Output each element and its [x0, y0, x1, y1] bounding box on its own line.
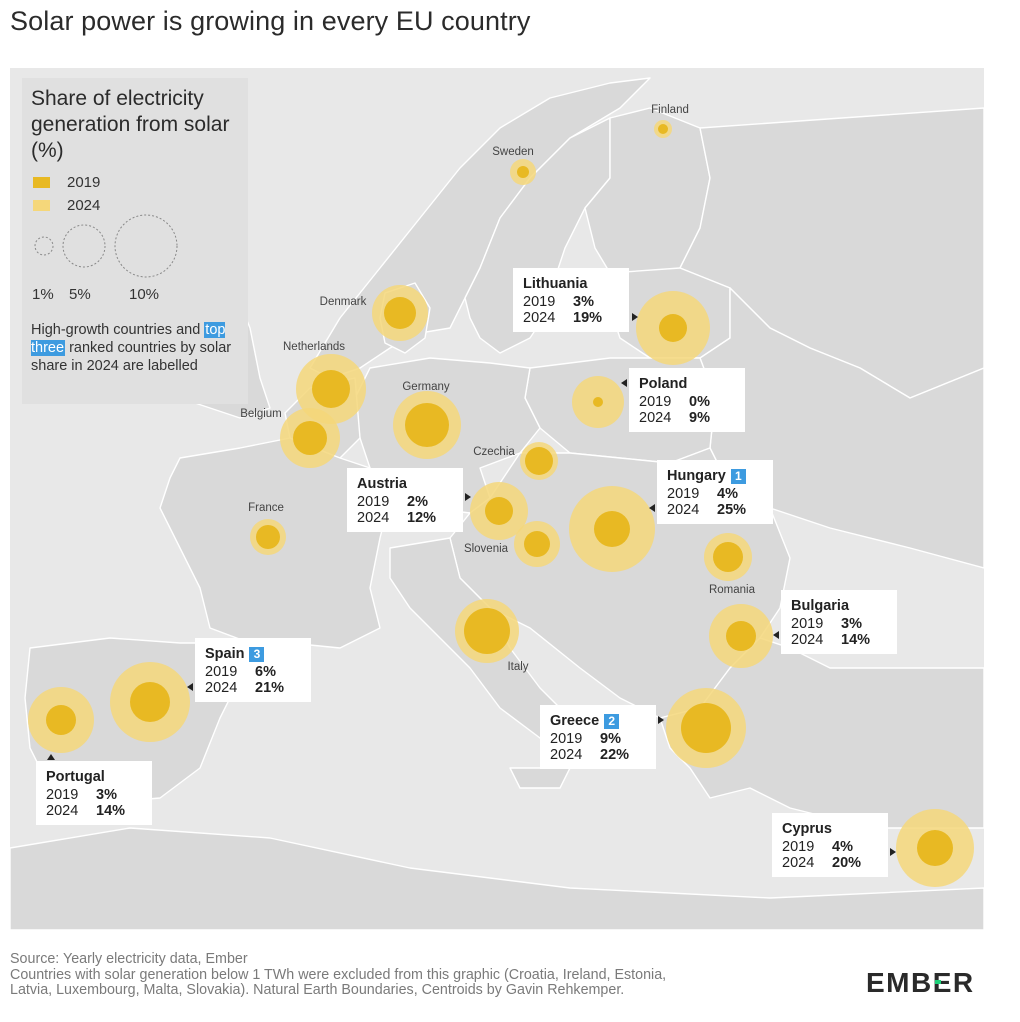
callout-name-text: Greece	[550, 713, 600, 729]
value-2024: 14%	[96, 803, 126, 819]
year-label: 2024	[782, 855, 815, 871]
legend-label-2024: 2024	[67, 197, 101, 214]
year-label: 2019	[782, 839, 815, 855]
year-label: 2019	[550, 731, 583, 747]
callout-lithuania: Lithuania 2019 3% 2024 19%	[513, 268, 629, 332]
legend-note-text: High-growth countries and	[31, 322, 205, 338]
value-2019: 9%	[600, 731, 621, 747]
callout-spain: Spain 3 2019 6% 2024 21%	[195, 638, 311, 702]
label-germany: Germany	[402, 381, 450, 393]
value-2024: 12%	[407, 510, 437, 526]
ember-logo: EMBER	[866, 967, 975, 998]
value-2024: 25%	[717, 502, 747, 518]
footer-note-line1: Countries with solar generation below 1 …	[10, 966, 667, 983]
legend-item-2019: 2019	[33, 174, 100, 191]
callout-hungary: Hungary 1 2019 4% 2024 25%	[657, 460, 773, 524]
footer-source: Source: Yearly electricity data, Ember	[10, 951, 248, 967]
label-netherlands: Netherlands	[282, 341, 346, 353]
label-czechia: Czechia	[473, 446, 515, 458]
legend-swatch-2019	[33, 177, 50, 188]
value-2024: 20%	[832, 855, 862, 871]
value-2019: 3%	[573, 294, 594, 310]
year-label: 2024	[205, 680, 238, 696]
size-circle-5	[62, 224, 106, 268]
value-2019: 4%	[832, 839, 853, 855]
year-label: 2024	[667, 502, 700, 518]
callout-cyprus: Cyprus 2019 4% 2024 20%	[772, 813, 888, 877]
year-label: 2019	[357, 494, 390, 510]
callout-name: Bulgaria	[791, 598, 850, 614]
value-2019: 6%	[255, 664, 276, 680]
year-label: 2019	[667, 486, 700, 502]
year-label: 2024	[357, 510, 390, 526]
value-2019: 3%	[96, 787, 117, 803]
value-2019: 4%	[717, 486, 738, 502]
year-label: 2024	[791, 632, 824, 648]
callout-austria: Austria 2019 2% 2024 12%	[347, 468, 463, 532]
callout-name: Spain 3	[205, 644, 301, 664]
chart-title: Solar power is growing in every EU count…	[10, 6, 531, 36]
callout-bulgaria: Bulgaria 2019 3% 2024 14%	[781, 590, 897, 654]
rank-badge: 2	[604, 713, 620, 729]
value-2019: 3%	[841, 616, 862, 632]
legend-swatch-2024	[33, 200, 50, 211]
legend-note: High-growth countries and top three rank…	[31, 321, 245, 375]
callout-name: Portugal	[46, 769, 105, 785]
value-2019: 2%	[407, 494, 428, 510]
label-france: France	[248, 502, 284, 514]
label-belgium: Belgium	[240, 408, 282, 420]
size-label-5: 5%	[69, 286, 91, 303]
label-finland: Finland	[651, 104, 689, 116]
legend-label-2019: 2019	[67, 174, 101, 191]
callout-name: Lithuania	[523, 276, 588, 292]
year-label: 2019	[791, 616, 824, 632]
callout-name: Cyprus	[782, 821, 832, 837]
callout-poland: Poland 2019 0% 2024 9%	[629, 368, 745, 432]
label-romania: Romania	[708, 584, 756, 596]
size-circle-1	[34, 236, 54, 256]
year-label: 2024	[523, 310, 556, 326]
callout-name: Greece 2	[550, 711, 646, 731]
rank-badge: 1	[730, 468, 746, 484]
legend-item-2024: 2024	[33, 197, 100, 214]
year-label: 2019	[46, 787, 79, 803]
footer: Source: Yearly electricity data, Ember C…	[10, 951, 667, 999]
size-label-10: 10%	[129, 286, 160, 303]
rank-badge: 3	[249, 646, 265, 662]
value-2019: 0%	[689, 394, 710, 410]
footer-note-line2: Latvia, Luxembourg, Malta, Slovakia). Na…	[10, 982, 625, 998]
callout-name: Poland	[639, 376, 688, 392]
year-label: 2019	[205, 664, 238, 680]
year-label: 2019	[523, 294, 556, 310]
value-2024: 19%	[573, 310, 603, 326]
value-2024: 21%	[255, 680, 285, 696]
callout-name-text: Spain	[205, 646, 245, 662]
value-2024: 14%	[841, 632, 871, 648]
legend-panel: Share of electricity generation from sol…	[22, 78, 248, 404]
year-label: 2024	[550, 747, 583, 763]
legend-size-circles	[34, 214, 178, 278]
value-2024: 9%	[689, 410, 710, 426]
callout-name: Hungary 1	[667, 466, 763, 486]
legend-note-text-end: ranked countries by solar share in 2024 …	[31, 340, 232, 374]
year-label: 2019	[639, 394, 672, 410]
year-label: 2024	[46, 803, 79, 819]
callout-name: Austria	[357, 476, 407, 492]
callout-portugal: Portugal 2019 3% 2024 14%	[36, 761, 152, 825]
callout-name-text: Hungary	[667, 468, 726, 484]
value-2024: 22%	[600, 747, 630, 763]
size-circle-10	[114, 214, 178, 278]
label-sweden: Sweden	[492, 146, 534, 158]
label-slovenia: Slovenia	[463, 543, 509, 555]
size-label-1: 1%	[32, 286, 54, 303]
legend-title: Share of electricity generation from sol…	[31, 87, 230, 162]
label-denmark: Denmark	[319, 296, 367, 308]
label-italy: Italy	[507, 661, 529, 673]
year-label: 2024	[639, 410, 672, 426]
callout-greece: Greece 2 2019 9% 2024 22%	[540, 705, 656, 769]
